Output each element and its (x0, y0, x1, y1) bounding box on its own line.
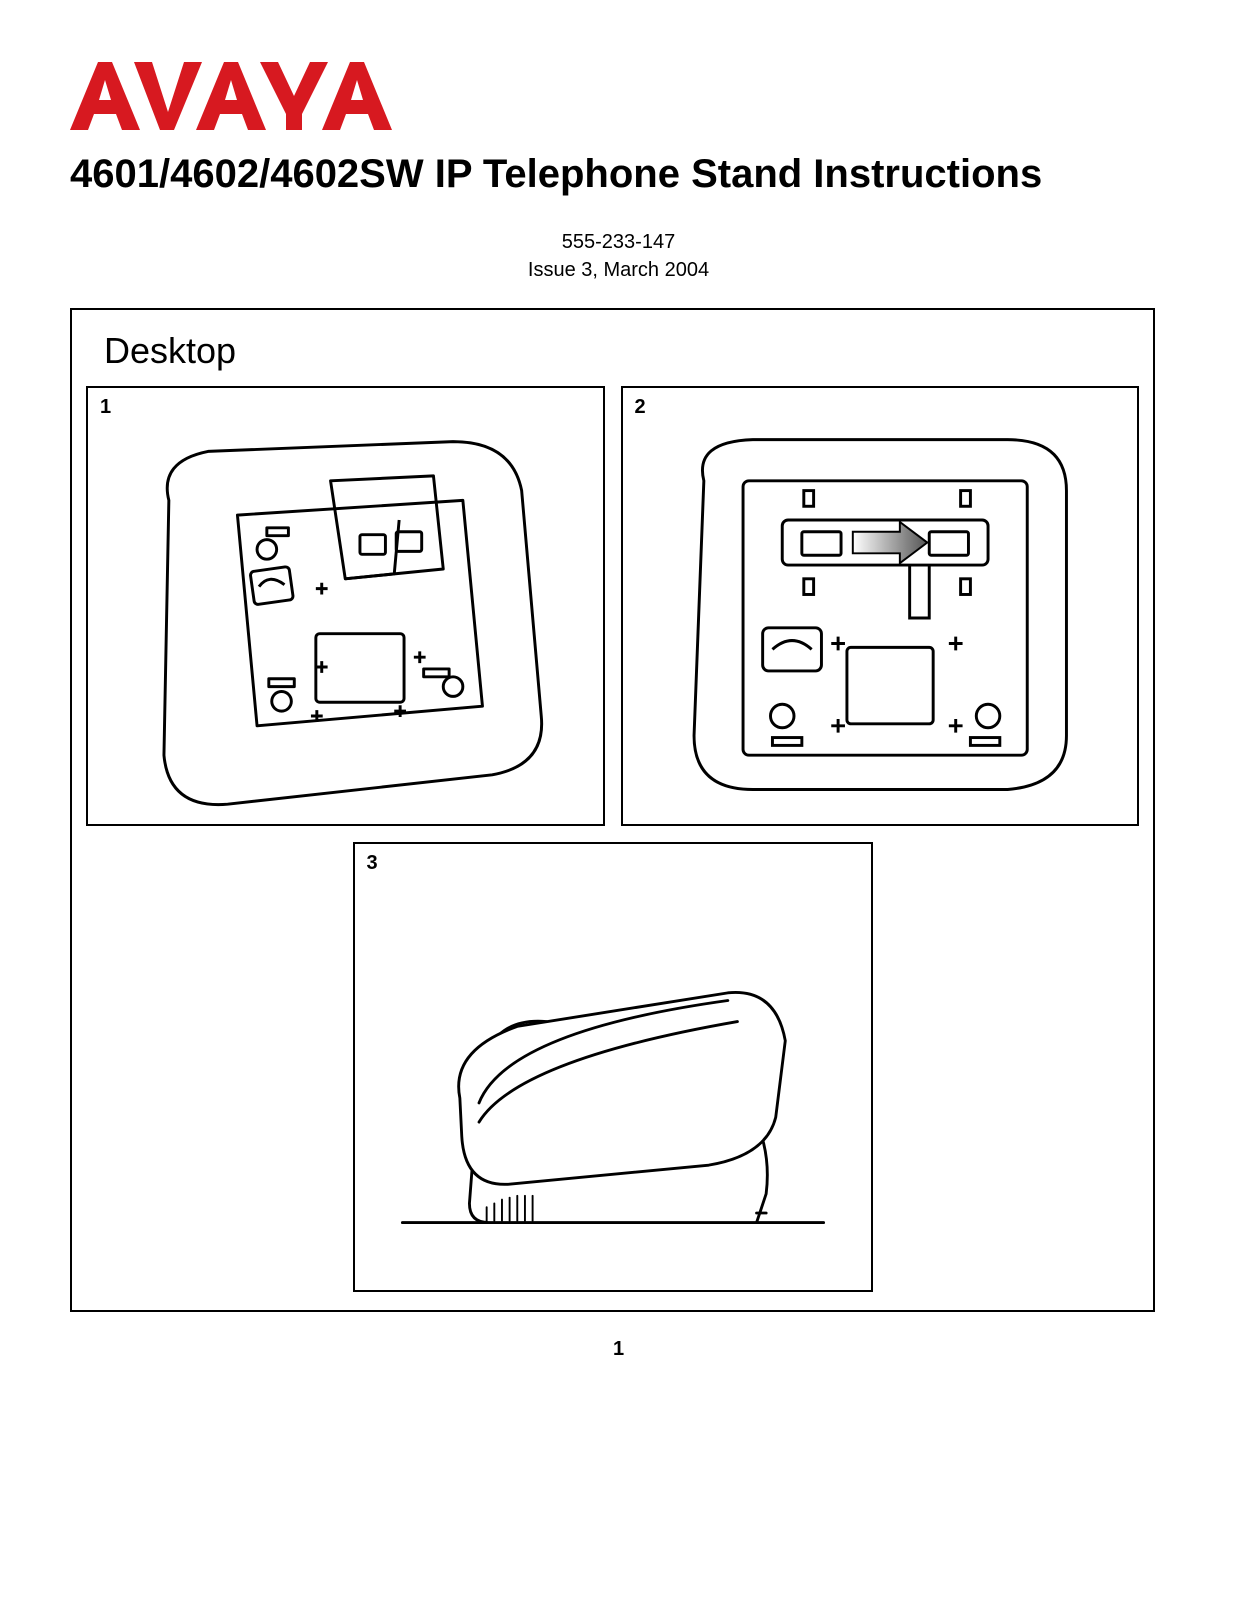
issue-line: Issue 3, March 2004 (70, 256, 1167, 284)
page-number: 1 (70, 1338, 1167, 1361)
doc-number: 555-233-147 (70, 228, 1167, 256)
step-number: 1 (100, 396, 111, 419)
section-label: Desktop (104, 330, 1139, 372)
document-title: 4601/4602/4602SW IP Telephone Stand Inst… (70, 150, 1167, 198)
document-metadata: 555-233-147 Issue 3, March 2004 (70, 228, 1167, 284)
panel-row-bottom: 3 (86, 842, 1139, 1292)
instruction-panel: 3 (353, 842, 873, 1292)
illustration-step2 (633, 422, 1128, 814)
step-number: 3 (367, 852, 378, 875)
instruction-panel: 2 (621, 386, 1140, 826)
brand-logo (70, 60, 1167, 140)
instruction-panel: 1 (86, 386, 605, 826)
section-container: Desktop 1 (70, 308, 1155, 1312)
step-number: 2 (635, 396, 646, 419)
avaya-logo-svg (70, 60, 450, 140)
panel-row-top: 1 (86, 386, 1139, 826)
illustration-step1 (98, 422, 593, 814)
illustration-step3 (365, 878, 861, 1280)
document-page: 4601/4602/4602SW IP Telephone Stand Inst… (0, 0, 1237, 1401)
